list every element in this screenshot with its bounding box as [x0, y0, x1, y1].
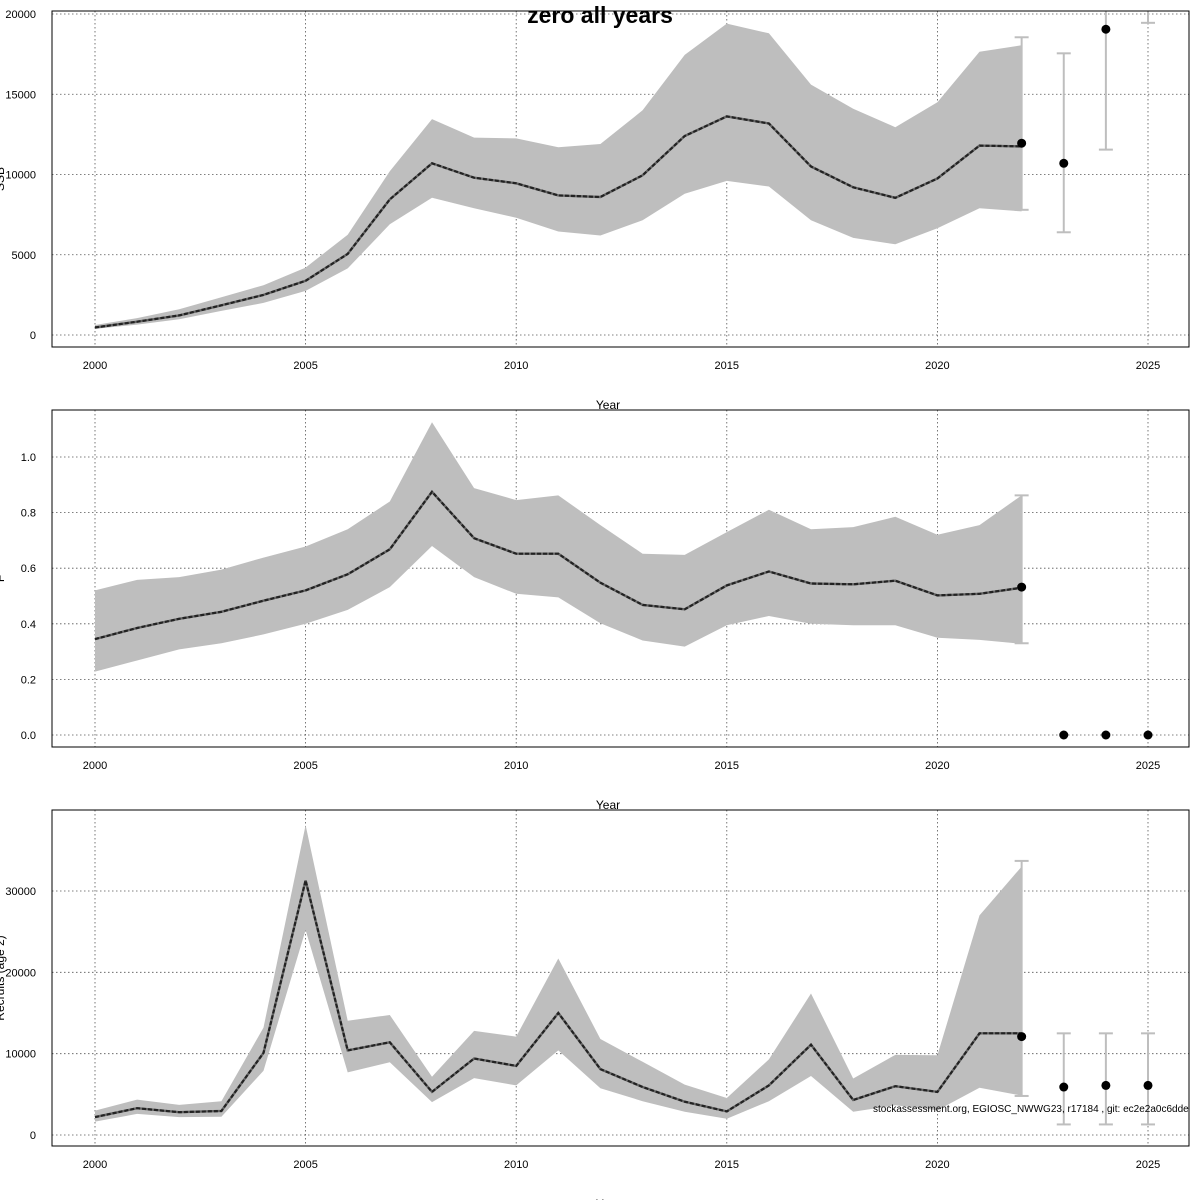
- y-tick-label: 15000: [5, 89, 36, 101]
- plot-area: [94, 11, 1155, 329]
- forecast-point: [1059, 1082, 1069, 1092]
- footer-note: stockassessment.org, EGIOSC_NWWG23, r171…: [873, 1104, 1189, 1115]
- y-tick-label: 0.0: [21, 730, 36, 742]
- x-tick-label: 2020: [925, 760, 949, 772]
- forecast-point: [1143, 1080, 1153, 1090]
- y-tick-label: 0: [30, 1130, 36, 1142]
- confidence-band: [95, 23, 1022, 329]
- x-tick-label: 2005: [293, 360, 317, 372]
- y-tick-label: 10000: [5, 1049, 36, 1061]
- y-axis-label: Recruits (age 2): [0, 935, 7, 1020]
- forecast-point: [1059, 158, 1069, 168]
- y-tick-label: 10000: [5, 170, 36, 182]
- estimate-line: [94, 490, 1022, 641]
- forecast-point: [1101, 1080, 1111, 1090]
- y-tick-label: 5000: [12, 250, 36, 262]
- y-tick-label: 1.0: [21, 452, 36, 464]
- plot-area: [94, 825, 1155, 1126]
- x-tick-label: 2000: [83, 1159, 107, 1171]
- x-axis-label: Year: [596, 1197, 620, 1200]
- x-tick-label: 2020: [925, 360, 949, 372]
- confidence-band: [95, 825, 1022, 1122]
- x-tick-label: 2005: [293, 760, 317, 772]
- y-tick-label: 0.8: [21, 508, 36, 520]
- last-year-point: [1017, 138, 1027, 148]
- plot-area: [94, 422, 1153, 740]
- x-tick-label: 2010: [504, 360, 528, 372]
- y-tick-label: 20000: [5, 9, 36, 21]
- last-year-point: [1017, 582, 1027, 592]
- plot-frame: [51, 10, 1190, 348]
- x-axis-label: Year: [596, 398, 620, 412]
- last-year-point: [1017, 1032, 1027, 1042]
- estimate-line: [94, 115, 1022, 329]
- forecast-point: [1059, 730, 1069, 740]
- y-tick-label: 0.6: [21, 563, 36, 575]
- forecast-point: [1101, 24, 1111, 34]
- fbar-panel: 2000 2005 2010 2015 2020 2025 0.0 0.2 0.4 0.6 0.8 1…: [0, 409, 1190, 812]
- x-tick-label: 2000: [83, 760, 107, 772]
- x-tick-label: 2015: [715, 760, 739, 772]
- y-tick-label: 0.2: [21, 674, 36, 686]
- x-tick-label: 2010: [504, 1159, 528, 1171]
- y-tick-label: 30000: [5, 886, 36, 898]
- x-axis-label: Year: [596, 798, 620, 812]
- x-tick-label: 2015: [715, 1159, 739, 1171]
- x-tick-label: 2000: [83, 360, 107, 372]
- x-tick-label: 2025: [1136, 1159, 1160, 1171]
- plot-frame: [51, 809, 1190, 1147]
- ssb-panel: 2000 2005 2010 2015 2020 2025 0 5000 10000 15000 2…: [0, 9, 1190, 412]
- recruitment-panel: 2000 2005 2010 2015 2020 2025 0 10000 20000 30000…: [0, 809, 1190, 1200]
- forecast-point: [1101, 730, 1111, 740]
- chart-title: zero all years: [527, 2, 673, 28]
- estimate-line: [94, 880, 1022, 1119]
- y-tick-label: 0.4: [21, 619, 36, 631]
- x-tick-label: 2020: [925, 1159, 949, 1171]
- x-tick-label: 2015: [715, 360, 739, 372]
- y-axis-label: F: [0, 575, 7, 582]
- x-tick-label: 2010: [504, 760, 528, 772]
- confidence-band: [95, 422, 1022, 672]
- x-tick-label: 2025: [1136, 760, 1160, 772]
- y-tick-label: 20000: [5, 967, 36, 979]
- x-tick-label: 2025: [1136, 360, 1160, 372]
- y-tick-label: 0: [30, 330, 36, 342]
- y-axis-label: SSB: [0, 167, 7, 191]
- plot-frame: [51, 409, 1190, 748]
- x-tick-label: 2005: [293, 1159, 317, 1171]
- forecast-point: [1143, 730, 1153, 740]
